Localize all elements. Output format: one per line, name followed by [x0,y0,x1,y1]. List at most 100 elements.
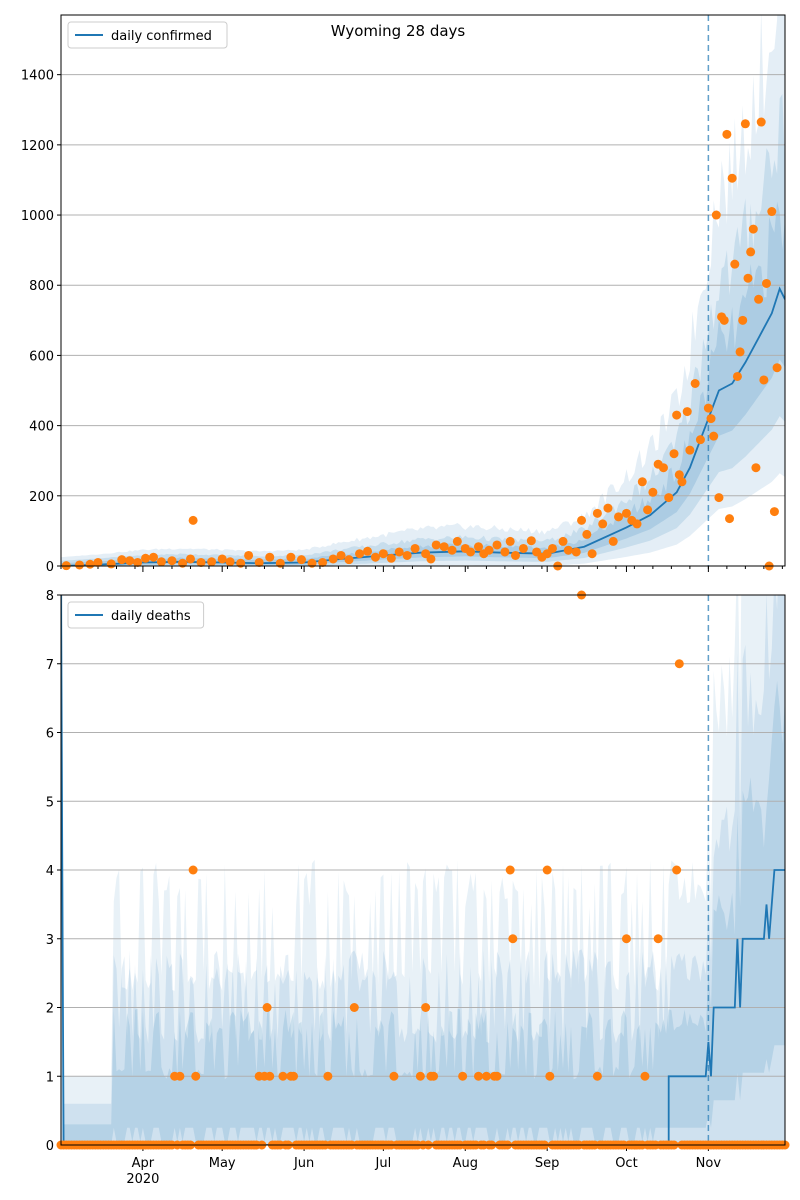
confirmed-panel: 0 200 400 600 800 1000 1200 1400 daily confirmed [21,14,786,575]
data-point [732,371,742,381]
data-point [664,493,674,503]
data-point [727,173,737,183]
x-tick-label: Sep [535,1156,560,1171]
data-point [587,549,597,559]
y-tick-label: 1 [46,1070,54,1085]
data-point [653,934,663,944]
data-point [703,403,713,413]
data-point [685,445,695,455]
data-point [133,557,143,567]
data-point [709,431,719,441]
y-tick-label: 8 [46,589,54,604]
data-point [669,449,679,459]
band-1 [61,15,785,566]
data-point [466,547,476,557]
y-tick-label: 0 [46,1139,54,1154]
data-point [648,487,658,497]
y-tick-label: 600 [29,349,54,364]
data-point [571,547,581,557]
data-point [410,543,420,553]
data-point [323,1071,333,1081]
data-point [545,1071,555,1081]
confidence-bands [61,15,785,566]
data-point [421,1003,431,1012]
y-tick-label: 3 [46,933,54,948]
x-tick-label: Aug [453,1156,478,1171]
data-point [254,557,264,567]
data-point [510,550,520,560]
data-point [637,477,647,487]
data-point [336,550,346,560]
data-point [500,547,510,557]
data-point [439,542,449,552]
data-point [148,552,158,562]
x-tick-label: May [209,1156,236,1171]
legend-box [67,601,205,629]
data-point [431,540,441,550]
data-point [278,1071,288,1081]
data-point [74,560,84,570]
model-line [61,595,785,1145]
model-line-group [61,595,785,1145]
data-point [746,247,756,257]
data-point [547,543,557,553]
data-point [505,536,515,546]
data-point [289,1071,299,1081]
data-point [191,1071,201,1081]
data-point [429,1071,439,1081]
data-point [265,1071,275,1081]
data-point [735,347,745,357]
data-point [621,508,631,518]
data-point [558,536,568,546]
chart-title: Wyoming 28 days [331,22,466,40]
data-point [363,546,373,556]
data-point [518,543,528,553]
data-point [296,555,306,565]
legend: daily deaths [67,601,205,629]
data-point [156,557,166,567]
data-point [236,558,246,568]
x-axis [60,566,783,572]
data-point [563,545,573,555]
data-point [695,435,705,445]
data-point [394,547,404,557]
data-point [328,554,338,564]
data-point [225,557,235,567]
plot-frame [60,14,786,567]
data-point [389,1071,399,1081]
legend-label: daily confirmed [111,29,212,44]
band-3 [61,595,785,1145]
data-point [415,1071,425,1081]
data-point [730,259,740,269]
data-point [93,557,103,567]
data-point [743,273,753,283]
data-point [426,554,436,564]
data-point [542,865,552,875]
data-point [484,545,494,555]
data-point [756,117,766,127]
data-point [378,549,388,559]
data-point [275,558,285,568]
data-point [318,557,328,567]
y-tick-label: 6 [46,727,54,742]
y-tick-label: 400 [29,420,54,435]
data-point [767,207,777,217]
x-tick-label: Jun [293,1156,314,1171]
data-point [754,294,764,304]
data-point [141,553,151,563]
data-point [125,556,135,566]
y-tick-label: 1000 [21,209,54,224]
data-point [751,463,761,473]
x-tick-label: Nov [696,1156,722,1171]
observed-points [56,590,790,1150]
data-point [738,315,748,325]
x-tick-label: Jul [375,1156,392,1171]
y-tick-label: 4 [46,864,54,879]
observed-points [61,117,782,571]
data-point [762,278,772,288]
data-point [262,1003,272,1012]
data-point [265,552,275,562]
